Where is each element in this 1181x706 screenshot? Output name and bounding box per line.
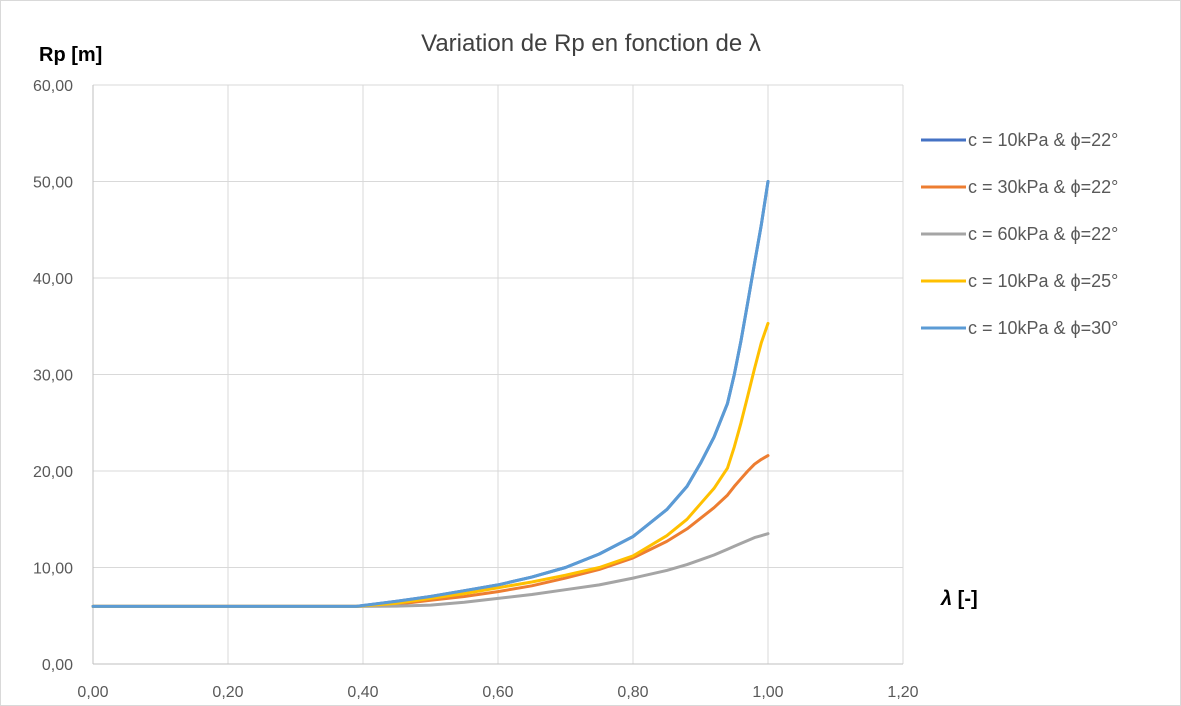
x-axis-label: λ [-] (940, 588, 978, 610)
x-tick-label: 1,00 (752, 684, 783, 701)
x-tick-label: 0,80 (617, 684, 648, 701)
legend-entry: c = 10kPa & ϕ=25° (968, 271, 1118, 291)
legend-entry: c = 60kPa & ϕ=22° (968, 224, 1118, 244)
axes (92, 85, 903, 665)
y-tick-label: 20,00 (33, 464, 73, 481)
x-tick-label: 0,00 (77, 684, 108, 701)
x-axis-unit: [-] (952, 588, 978, 610)
tick-labels: 0,00 0,20 0,40 0,60 0,80 1,00 1,20 0,00 10,00 20,… (33, 78, 919, 701)
series-line-5 (91, 180, 770, 608)
x-axis-symbol: λ (940, 588, 952, 610)
y-axis-label: Rp [m] (39, 44, 102, 66)
chart-title: Variation de Rp en fonction de λ (421, 30, 761, 57)
x-tick-label: 0,60 (482, 684, 513, 701)
y-tick-label: 40,00 (33, 271, 73, 288)
series-lines (91, 180, 770, 608)
series-line-2 (91, 454, 770, 608)
legend-entry: c = 10kPa & ϕ=30° (968, 318, 1118, 338)
y-tick-label: 30,00 (33, 368, 73, 385)
x-tick-label: 0,40 (347, 684, 378, 701)
y-tick-label: 60,00 (33, 78, 73, 95)
legend-entry: c = 10kPa & ϕ=22° (968, 130, 1118, 150)
legend: c = 10kPa & ϕ=22° c = 30kPa & ϕ=22° c = 60… (921, 130, 1118, 338)
y-tick-label: 0,00 (42, 657, 73, 674)
gridlines (93, 84, 904, 664)
x-tick-label: 0,20 (212, 684, 243, 701)
legend-entry: c = 30kPa & ϕ=22° (968, 177, 1118, 197)
series-line-4 (91, 321, 770, 608)
y-tick-label: 10,00 (33, 561, 73, 578)
x-tick-label: 1,20 (887, 684, 918, 701)
y-tick-label: 50,00 (33, 175, 73, 192)
